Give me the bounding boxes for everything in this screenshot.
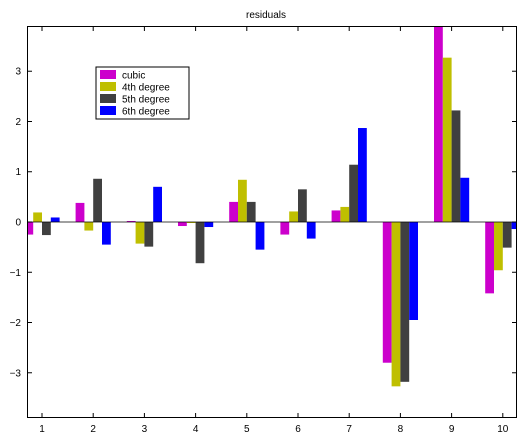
bar-6th-degree-10	[511, 222, 517, 230]
bar-4th-degree-8	[391, 222, 401, 387]
bar-4th-degree-10	[494, 222, 503, 271]
bar-cubic-4	[178, 222, 187, 227]
legend-label: 4th degree	[122, 83, 170, 94]
bar-cubic-9	[434, 26, 443, 222]
y-tick-label: −3	[10, 368, 22, 379]
x-axis: 1 2 3 4 5 6 7 8 9 10	[39, 26, 509, 435]
bar-4th-degree-3	[135, 222, 145, 244]
bar-cubic-5	[229, 201, 238, 222]
bar-5th-degree-2	[93, 178, 102, 222]
bar-4th-degree-7	[340, 206, 350, 222]
bar-5th-degree-8	[400, 222, 410, 382]
legend-label: 5th degree	[122, 95, 170, 106]
bar-5th-degree-5	[246, 201, 256, 222]
bar-5th-degree-3	[144, 222, 154, 247]
bar-5th-degree-7	[349, 164, 358, 222]
bar-5th-degree-1	[42, 222, 51, 236]
bar-5th-degree-9	[451, 110, 461, 222]
x-tick-label: 5	[244, 424, 250, 435]
x-tick-label: 2	[90, 424, 96, 435]
bar-6th-degree-6	[306, 222, 316, 239]
x-tick-label: 7	[346, 424, 352, 435]
bar-cubic-7	[331, 210, 341, 222]
bar-cubic-10	[485, 222, 494, 294]
y-tick-label: 2	[15, 117, 21, 128]
bar-cubic-2	[75, 202, 85, 222]
x-tick-label: 6	[295, 424, 301, 435]
y-tick-label: −1	[10, 268, 22, 279]
bar-6th-degree-8	[409, 222, 418, 320]
bar-cubic-6	[280, 222, 290, 235]
bar-cubic-8	[382, 222, 392, 363]
bar-4th-degree-6	[289, 211, 298, 222]
chart-title: residuals	[246, 10, 286, 21]
bar-4th-degree-1	[33, 212, 42, 222]
bar-6th-degree-3	[153, 186, 162, 222]
bar-6th-degree-4	[204, 222, 214, 228]
bar-5th-degree-6	[298, 189, 307, 222]
y-tick-label: −2	[10, 318, 22, 329]
legend-swatch	[100, 106, 116, 115]
x-tick-label: 4	[193, 424, 199, 435]
bar-4th-degree-2	[84, 222, 94, 231]
x-tick-label: 10	[497, 424, 509, 435]
legend-label: cubic	[122, 71, 145, 82]
bar-4th-degree-5	[238, 179, 247, 222]
y-tick-label: 0	[15, 218, 21, 229]
x-tick-label: 3	[142, 424, 148, 435]
x-tick-label: 1	[39, 424, 45, 435]
bar-cubic-3	[126, 220, 136, 222]
bar-6th-degree-9	[460, 177, 470, 222]
x-tick-label: 8	[398, 424, 404, 435]
bar-cubic-1	[27, 222, 34, 235]
bar-6th-degree-7	[358, 128, 367, 222]
legend-swatch	[100, 70, 116, 79]
bar-5th-degree-10	[502, 222, 512, 248]
legend-swatch	[100, 82, 116, 91]
bar-6th-degree-2	[102, 222, 111, 245]
x-tick-label: 9	[449, 424, 455, 435]
bar-6th-degree-5	[255, 222, 265, 250]
y-tick-label: 3	[15, 67, 21, 78]
legend-label: 6th degree	[122, 107, 170, 118]
bar-6th-degree-1	[50, 217, 60, 222]
y-axis: −3 −2 −1 0 1 2 3	[10, 67, 517, 379]
bars-group	[27, 26, 517, 387]
y-tick-label: 1	[15, 167, 21, 178]
legend-swatch	[100, 94, 116, 103]
bar-4th-degree-4	[186, 222, 196, 224]
bar-4th-degree-9	[442, 57, 452, 222]
bar-5th-degree-4	[195, 222, 205, 264]
